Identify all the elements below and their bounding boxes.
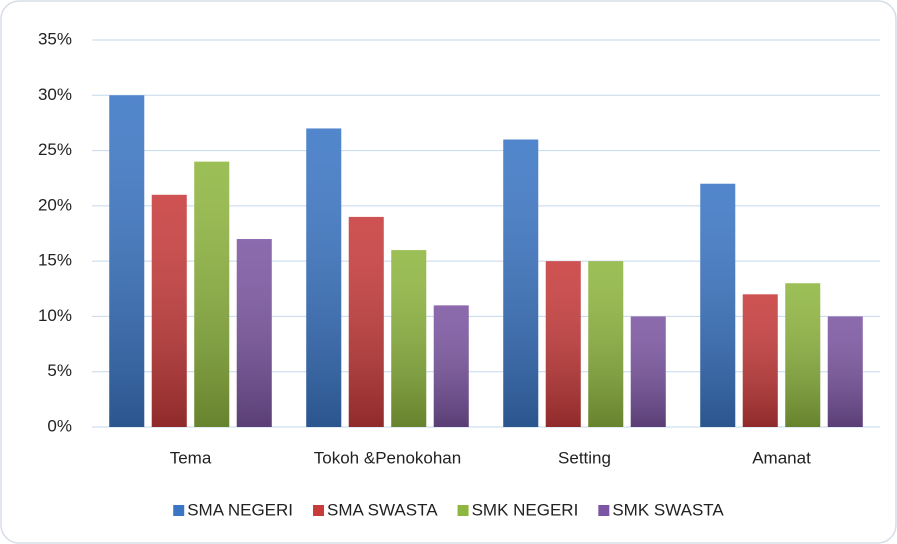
bar-shade [545, 261, 581, 427]
bar-shade [700, 183, 736, 427]
bar-shade [109, 95, 145, 428]
legend-label: SMK SWASTA [612, 500, 724, 519]
bar-shade [306, 128, 342, 427]
bar-shade [827, 316, 863, 427]
legend-swatch [457, 505, 469, 516]
legend-label: SMK NEGERI [472, 500, 579, 519]
bar-shade [194, 161, 230, 427]
bar-shade [630, 316, 666, 427]
legend-label: SMA SWASTA [327, 500, 438, 519]
y-tick-label: 20% [38, 195, 72, 214]
legend-swatch [598, 505, 610, 516]
y-tick-label: 5% [47, 361, 72, 380]
bar-shade [391, 250, 427, 427]
legend-swatch [173, 505, 185, 516]
legend-label: SMA NEGERI [187, 500, 293, 519]
y-tick-label: 35% [38, 29, 72, 48]
y-tick-label: 15% [38, 251, 72, 270]
y-tick-label: 30% [38, 85, 72, 104]
bar-shade [503, 139, 539, 427]
x-tick-label: Amanat [752, 448, 811, 467]
x-tick-label: Setting [558, 448, 611, 467]
bar-shade [588, 261, 624, 427]
x-tick-label: Tema [170, 448, 212, 467]
bar-shade [785, 283, 821, 427]
y-tick-label: 25% [38, 140, 72, 159]
legend-swatch [313, 505, 325, 516]
x-tick-label: Tokoh &Penokohan [314, 448, 461, 467]
bar-shade [348, 216, 384, 427]
y-tick-label: 0% [47, 416, 72, 435]
y-tick-label: 10% [38, 306, 72, 325]
bar-shade [236, 239, 272, 427]
bar-shade [151, 194, 187, 427]
bar-shade [742, 294, 778, 427]
bar-shade [433, 305, 469, 427]
